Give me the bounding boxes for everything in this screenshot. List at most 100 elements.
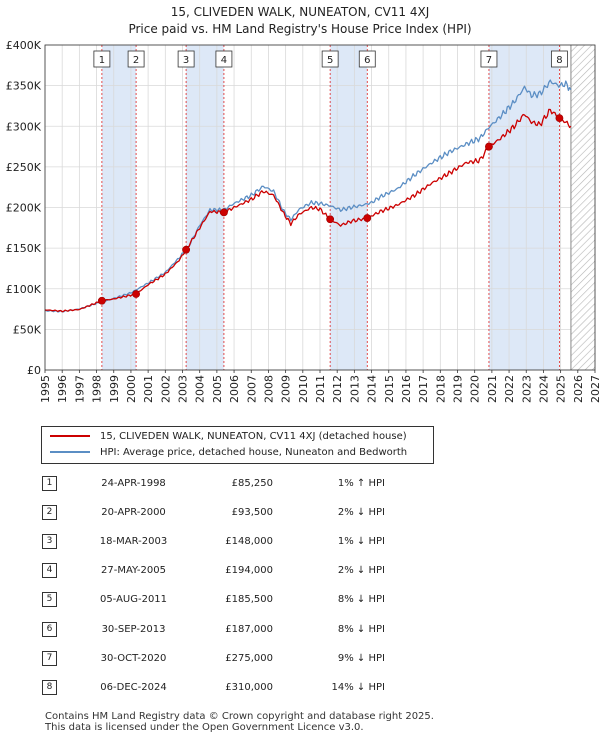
table-row: 4 27-MAY-2005 £194,000 2% ↓ HPI [42, 556, 385, 585]
chart-title: 15, CLIVEDEN WALK, NUNEATON, CV11 4XJ Pr… [0, 4, 600, 38]
sale-price: £85,250 [231, 478, 273, 490]
x-tick-label: 2010 [297, 375, 310, 403]
x-tick-label: 2012 [331, 375, 344, 403]
sale-number-cell: 3 [42, 527, 82, 556]
sale-hpi-diff-cell: 9% ↓ HPI [273, 644, 385, 673]
footer-copyright: Contains HM Land Registry data © Crown c… [45, 711, 434, 722]
sale-date: 24-APR-1998 [101, 478, 166, 490]
sale-point [132, 290, 140, 298]
property-series-line [45, 108, 572, 313]
x-tick-label: 2015 [383, 375, 396, 403]
sale-hpi-diff-cell: 8% ↓ HPI [273, 585, 385, 614]
x-tick-label: 2008 [262, 375, 275, 403]
x-tick-label: 2024 [537, 375, 550, 403]
y-tick-label: £350K [6, 80, 42, 93]
sale-price: £185,500 [225, 594, 273, 606]
sale-hpi-diff: 2% ↓ HPI [337, 507, 385, 519]
sale-price: £310,000 [225, 681, 273, 693]
x-tick-label: 2004 [194, 375, 207, 403]
sale-hpi-diff: 2% ↓ HPI [337, 565, 385, 577]
sale-price-cell: £185,500 [185, 585, 273, 614]
x-tick-label: 1996 [56, 375, 69, 403]
y-tick-label: £250K [6, 161, 42, 174]
sale-label-box [127, 50, 145, 68]
table-row: 2 20-APR-2000 £93,500 2% ↓ HPI [42, 498, 385, 527]
sale-number: 5 [42, 592, 57, 608]
sale-date: 27-MAY-2005 [100, 565, 166, 577]
x-tick-label: 2001 [142, 375, 155, 403]
sale-price-cell: £85,250 [185, 469, 273, 498]
x-tick-label: 2027 [589, 375, 600, 403]
sale-price: £194,000 [225, 565, 273, 577]
sale-point [485, 142, 493, 151]
table-row: 3 18-MAR-2003 £148,000 1% ↓ HPI [42, 527, 385, 556]
sale-label-number: 6 [364, 55, 370, 66]
legend-swatch-hpi [50, 451, 90, 453]
y-tick-label: £200K [6, 202, 42, 215]
sale-number: 8 [42, 679, 57, 695]
table-row: 7 30-OCT-2020 £275,000 9% ↓ HPI [42, 644, 385, 673]
legend-label-hpi: HPI: Average price, detached house, Nune… [100, 447, 408, 458]
sale-number-cell: 2 [42, 498, 82, 527]
sale-number: 6 [42, 621, 57, 637]
x-tick-label: 1995 [39, 375, 52, 403]
chart-title-line1: 15, CLIVEDEN WALK, NUNEATON, CV11 4XJ [170, 5, 430, 19]
y-tick-label: £50K [13, 323, 42, 336]
x-tick-label: 1999 [108, 375, 121, 403]
sale-hpi-diff: 1% ↓ HPI [337, 536, 385, 548]
chart-legend: 15, CLIVEDEN WALK, NUNEATON, CV11 4XJ (d… [41, 426, 434, 464]
sale-label-number: 7 [486, 55, 492, 66]
sale-hpi-diff-cell: 1% ↓ HPI [273, 527, 385, 556]
x-tick-label: 2018 [434, 375, 447, 403]
sale-date: 06-DEC-2024 [100, 681, 167, 693]
x-tick-label: 2022 [503, 375, 516, 403]
hpi-series-line [45, 79, 572, 313]
sale-label-number: 3 [183, 55, 189, 66]
sale-price-cell: £194,000 [185, 556, 273, 585]
y-tick-label: £150K [6, 242, 42, 255]
sale-number-cell: 8 [42, 673, 82, 702]
x-tick-label: 2023 [520, 375, 533, 403]
x-tick-label: 2017 [417, 375, 430, 403]
sale-hpi-diff-cell: 1% ↑ HPI [273, 469, 385, 498]
x-tick-label: 2020 [469, 375, 482, 403]
sale-date-cell: 27-MAY-2005 [82, 556, 185, 585]
x-tick-label: 2006 [228, 375, 241, 403]
table-row: 8 06-DEC-2024 £310,000 14% ↓ HPI [42, 673, 385, 702]
sale-label-number: 8 [556, 55, 562, 66]
sale-hpi-diff-cell: 2% ↓ HPI [273, 498, 385, 527]
sale-date-cell: 05-AUG-2011 [82, 585, 185, 614]
sale-date: 18-MAR-2003 [99, 536, 168, 548]
x-tick-label: 2016 [400, 375, 413, 403]
sale-label-box [93, 50, 111, 68]
x-tick-label: 2019 [452, 375, 465, 403]
x-tick-label: 2009 [280, 375, 293, 403]
price-chart: 1 2 3 4 5 6 7 8 £0 £50K £100K £150K £200K £250K £300K… [6, 39, 600, 403]
sale-label-number: 5 [327, 55, 333, 66]
sale-point [97, 296, 106, 305]
legend-swatch-property [50, 435, 90, 437]
sale-number-cell: 5 [42, 585, 82, 614]
sale-number: 1 [42, 476, 57, 492]
sale-date: 05-AUG-2011 [99, 594, 168, 606]
sale-date: 30-SEP-2013 [101, 623, 166, 635]
sale-label-box [480, 50, 498, 68]
sale-date-cell: 30-SEP-2013 [82, 614, 185, 643]
sale-number-cell: 7 [42, 644, 82, 673]
sale-price: £187,000 [225, 623, 273, 635]
legend-item-property: 15, CLIVEDEN WALK, NUNEATON, CV11 4XJ (d… [50, 430, 407, 444]
sale-number-cell: 6 [42, 614, 82, 643]
sale-label-number: 4 [221, 55, 227, 66]
sale-hpi-diff: 8% ↓ HPI [337, 623, 385, 635]
footer: Contains HM Land Registry data © Crown c… [45, 711, 434, 733]
sale-number: 4 [42, 563, 57, 579]
sale-point [363, 214, 372, 222]
sale-point [220, 208, 228, 217]
sale-hpi-diff-cell: 14% ↓ HPI [273, 673, 385, 702]
sale-point [182, 245, 191, 254]
sale-date-cell: 18-MAR-2003 [82, 527, 185, 556]
sale-label-number: 2 [133, 55, 139, 66]
sale-hpi-diff: 1% ↑ HPI [337, 478, 385, 490]
x-tick-label: 2002 [159, 375, 172, 403]
x-tick-label: 1998 [91, 375, 104, 403]
